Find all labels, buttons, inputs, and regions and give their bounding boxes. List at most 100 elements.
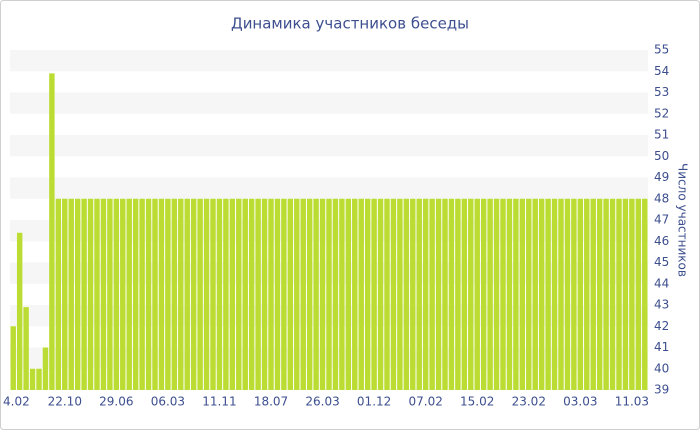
bar	[358, 198, 364, 390]
bar	[622, 198, 629, 390]
bar	[16, 232, 23, 390]
bar	[435, 198, 442, 390]
bar	[377, 198, 384, 390]
bar	[558, 198, 564, 390]
bar	[242, 198, 248, 390]
grid-band	[10, 135, 648, 157]
bar	[364, 198, 371, 390]
bar	[538, 198, 545, 390]
bar	[590, 198, 596, 390]
bar	[487, 198, 493, 390]
x-tick-label: 03.03	[563, 395, 597, 409]
bar	[74, 198, 81, 390]
bar	[429, 198, 435, 390]
bar	[36, 368, 42, 390]
y-tick-label: 40	[654, 361, 669, 375]
bar	[49, 73, 55, 390]
y-tick-label: 41	[654, 340, 669, 354]
y-tick-label: 44	[654, 276, 669, 290]
bar	[384, 198, 390, 390]
y-axis-title: Число участников	[676, 163, 690, 277]
bar	[62, 198, 68, 390]
bar	[403, 198, 410, 390]
bar	[564, 198, 571, 390]
y-tick-label: 54	[654, 64, 669, 78]
bar	[236, 198, 242, 390]
bar	[300, 198, 306, 390]
bar	[248, 198, 255, 390]
bar	[268, 198, 274, 390]
bar	[132, 198, 139, 390]
bar	[390, 198, 397, 390]
bar	[139, 198, 145, 390]
bar	[190, 198, 197, 390]
y-tick-label: 45	[654, 255, 669, 269]
x-tick-label: 06.03	[151, 395, 185, 409]
chart-title: Динамика участников беседы	[231, 15, 469, 33]
y-tick-label: 47	[654, 213, 669, 227]
x-tick-label: 15.02	[460, 395, 494, 409]
bar	[416, 198, 422, 390]
bar	[635, 198, 642, 390]
y-tick-label: 43	[654, 298, 669, 312]
bar	[480, 198, 487, 390]
bar	[287, 198, 294, 390]
bar	[577, 198, 584, 390]
grid-band	[10, 177, 648, 199]
bar	[107, 198, 113, 390]
bar	[551, 198, 558, 390]
bar	[210, 198, 216, 390]
bar	[442, 198, 448, 390]
bar	[23, 307, 29, 390]
bar	[513, 198, 519, 390]
bar	[371, 198, 377, 390]
bar	[94, 198, 100, 390]
y-tick-label: 49	[654, 170, 669, 184]
bar	[126, 198, 132, 390]
bar	[339, 198, 345, 390]
bar	[171, 198, 178, 390]
bar	[642, 198, 648, 390]
bar	[532, 198, 538, 390]
bar	[448, 198, 455, 390]
bar	[345, 198, 352, 390]
y-tick-label: 39	[654, 383, 669, 397]
bar	[281, 198, 287, 390]
bar	[113, 198, 120, 390]
bar	[229, 198, 236, 390]
bar	[326, 198, 332, 390]
bar	[526, 198, 532, 390]
bar	[352, 198, 358, 390]
x-tick-label: 29.06	[99, 395, 133, 409]
x-tick-label: 26.03	[305, 395, 339, 409]
bar	[506, 198, 513, 390]
x-tick-label: 07.02	[408, 395, 442, 409]
bar	[410, 198, 416, 390]
bar	[493, 198, 500, 390]
bar	[313, 198, 319, 390]
bar	[616, 198, 622, 390]
y-tick-label: 52	[654, 106, 669, 120]
bar	[165, 198, 171, 390]
y-tick-label: 42	[654, 319, 669, 333]
x-tick-label: 23.02	[512, 395, 546, 409]
x-tick-label: 11.03	[615, 395, 649, 409]
bar	[596, 198, 603, 390]
x-tick-label: 4.02	[3, 395, 30, 409]
bar	[184, 198, 190, 390]
bar	[629, 198, 635, 390]
grid-band	[10, 50, 648, 72]
bar	[274, 198, 281, 390]
bar	[10, 326, 16, 390]
y-tick-label: 48	[654, 191, 669, 205]
bar	[216, 198, 223, 390]
bar	[545, 198, 551, 390]
y-tick-label: 55	[654, 43, 669, 57]
bar	[455, 198, 461, 390]
bar	[609, 198, 616, 390]
bar	[42, 347, 49, 390]
bar	[178, 198, 184, 390]
bar	[145, 198, 152, 390]
bar	[422, 198, 429, 390]
